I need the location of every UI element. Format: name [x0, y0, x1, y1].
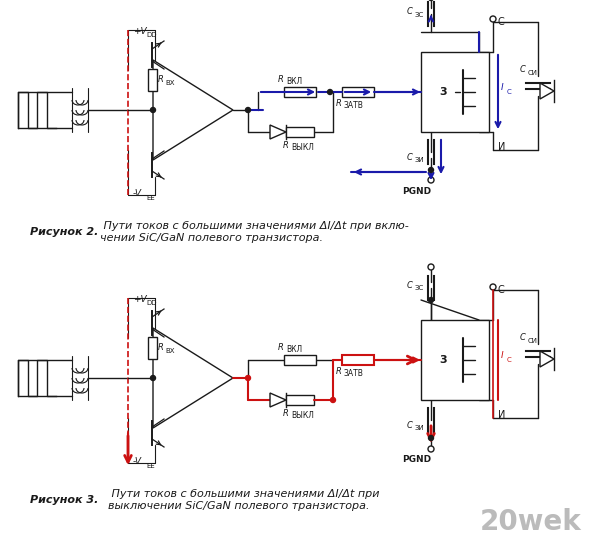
Circle shape [490, 16, 496, 22]
Text: C: C [407, 280, 413, 289]
Text: Пути токов с большими значениями ΔI/Δt при вклю-
чении SiC/GaN полевого транзист: Пути токов с большими значениями ΔI/Δt п… [100, 221, 409, 243]
Text: PGND: PGND [403, 188, 431, 196]
Circle shape [428, 435, 434, 441]
Bar [342, 87, 374, 97]
Bar [421, 52, 489, 132]
Circle shape [428, 298, 434, 302]
Bar [421, 320, 489, 400]
Bar [284, 87, 316, 97]
Text: R: R [158, 343, 164, 352]
Text: ЗАТВ: ЗАТВ [344, 102, 364, 110]
Bar [284, 355, 316, 365]
Text: R: R [336, 367, 342, 377]
Text: R: R [158, 75, 164, 84]
Text: С: С [498, 285, 504, 295]
Text: -V: -V [133, 188, 142, 197]
Text: +V: +V [133, 295, 146, 305]
Circle shape [151, 108, 156, 112]
Text: I: I [501, 350, 504, 359]
Polygon shape [270, 393, 286, 407]
Text: R: R [283, 141, 289, 151]
Text: ВЫКЛ: ВЫКЛ [291, 144, 314, 152]
Text: EE: EE [146, 463, 155, 469]
Text: С: С [507, 357, 512, 363]
Text: ВЫКЛ: ВЫКЛ [291, 412, 314, 421]
Text: EE: EE [146, 195, 155, 201]
Text: СИ: СИ [528, 70, 538, 76]
Circle shape [328, 89, 332, 95]
Bar [286, 127, 314, 137]
Text: C: C [407, 421, 413, 429]
Circle shape [428, 264, 434, 270]
Bar [148, 337, 157, 359]
Bar [342, 355, 374, 365]
Text: 20wek: 20wek [480, 508, 582, 536]
Circle shape [245, 376, 251, 380]
Text: C: C [407, 8, 413, 17]
Bar [148, 69, 157, 91]
Text: ЗС: ЗС [415, 285, 424, 291]
Text: ВХ: ВХ [165, 80, 174, 86]
Text: Рисунок 2.: Рисунок 2. [30, 227, 98, 237]
Bar [286, 395, 314, 405]
Text: 3: 3 [439, 355, 447, 365]
Text: I: I [501, 82, 504, 91]
Text: И: И [498, 142, 505, 152]
Text: ВХ: ВХ [165, 348, 174, 354]
Text: R: R [283, 409, 289, 419]
Text: C: C [520, 334, 526, 343]
Text: R: R [278, 343, 284, 351]
Polygon shape [153, 60, 233, 160]
Text: С: С [507, 89, 512, 95]
Text: СИ: СИ [528, 338, 538, 344]
Circle shape [428, 446, 434, 452]
Text: Рисунок 3.: Рисунок 3. [30, 495, 98, 505]
Text: C: C [407, 152, 413, 161]
Text: ЗИ: ЗИ [415, 157, 425, 163]
Text: Пути токов с большими значениями ΔI/Δt при
выключении SiC/GaN полевого транзисто: Пути токов с большими значениями ΔI/Δt п… [108, 489, 379, 511]
Polygon shape [540, 351, 554, 367]
Polygon shape [270, 125, 286, 139]
Polygon shape [153, 328, 233, 428]
Text: И: И [498, 410, 505, 420]
Polygon shape [540, 83, 554, 99]
Text: С: С [498, 17, 504, 27]
Text: DD: DD [146, 32, 157, 38]
Text: ВКЛ: ВКЛ [286, 344, 302, 353]
Text: R: R [336, 100, 342, 109]
Text: C: C [520, 66, 526, 74]
Text: R: R [278, 74, 284, 83]
Circle shape [331, 398, 336, 402]
Circle shape [490, 284, 496, 290]
Circle shape [151, 376, 156, 380]
Circle shape [428, 167, 434, 173]
Text: -V: -V [133, 457, 142, 465]
Text: ЗС: ЗС [415, 12, 424, 18]
Text: PGND: PGND [403, 456, 431, 464]
Text: ЗАТВ: ЗАТВ [344, 370, 364, 379]
Circle shape [428, 177, 434, 183]
Text: ВКЛ: ВКЛ [286, 76, 302, 86]
Text: +V: +V [133, 27, 146, 37]
Text: ЗИ: ЗИ [415, 425, 425, 431]
Circle shape [245, 108, 251, 112]
Text: DD: DD [146, 300, 157, 306]
Text: 3: 3 [439, 87, 447, 97]
